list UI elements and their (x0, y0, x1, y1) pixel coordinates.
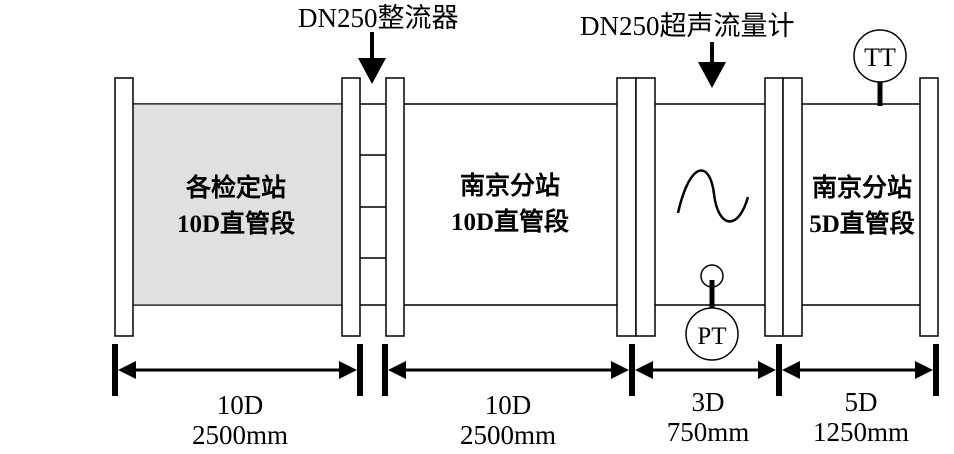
flange (782, 77, 803, 337)
pt-label: PT (697, 323, 726, 350)
flowmeter-label: DN250超声流量计 (580, 11, 795, 41)
flowmeter-callout-arrow (698, 42, 726, 88)
section-1-length: 10D直管段 (177, 209, 295, 238)
ultrasonic-wave-icon (676, 169, 750, 223)
temperature-transmitter: TT (853, 29, 907, 106)
flanges (114, 77, 939, 337)
tt-label: TT (864, 43, 896, 72)
dimension-ticks (112, 344, 939, 396)
dimension-4-multiple: 5D (845, 387, 878, 417)
section-2-length: 10D直管段 (451, 207, 569, 236)
dimension-1-length: 2500mm (192, 420, 288, 450)
dimension-4-length: 1250mm (813, 417, 909, 447)
straightener-callout-arrow (358, 32, 386, 84)
flange (616, 77, 637, 337)
flange (341, 77, 361, 337)
dimension-arrow-1 (118, 361, 357, 379)
dimension-3-multiple: 3D (692, 387, 725, 417)
dimension-1-multiple: 10D (217, 390, 264, 420)
section-label-2: 南京分站 10D直管段 (451, 171, 569, 236)
section-3-name: 南京分站 (812, 173, 912, 202)
flange (919, 77, 939, 337)
dimension-3-length: 750mm (667, 417, 750, 447)
flange (385, 77, 405, 337)
straightener-label: DN250整流器 (298, 3, 459, 33)
flange (635, 77, 656, 337)
pt-circle (685, 307, 739, 361)
tt-circle (853, 29, 907, 83)
dimension-label-4: 5D 1250mm (813, 387, 909, 447)
section-label-3: 南京分站 5D直管段 (809, 173, 915, 238)
dimension-label-3: 3D 750mm (667, 387, 750, 447)
section-3-length: 5D直管段 (809, 209, 915, 238)
section-2-name: 南京分站 (460, 171, 560, 200)
flow-straightener-plates (360, 154, 386, 259)
dimension-label-2: 10D 2500mm (460, 390, 556, 450)
dimension-label-1: 10D 2500mm (192, 390, 288, 450)
section-1-name: 各检定站 (185, 173, 286, 202)
section-label-1: 各检定站 10D直管段 (177, 173, 295, 238)
pressure-transmitter: PT (685, 264, 739, 361)
verification-station-section (132, 103, 343, 306)
dimension-2-length: 2500mm (460, 420, 556, 450)
flange (114, 77, 134, 337)
flange (764, 77, 784, 337)
dimension-arrow-3 (635, 361, 776, 379)
dimension-2-multiple: 10D (485, 390, 532, 420)
dimension-arrow-2 (388, 361, 629, 379)
dimension-arrow-4 (782, 361, 933, 379)
